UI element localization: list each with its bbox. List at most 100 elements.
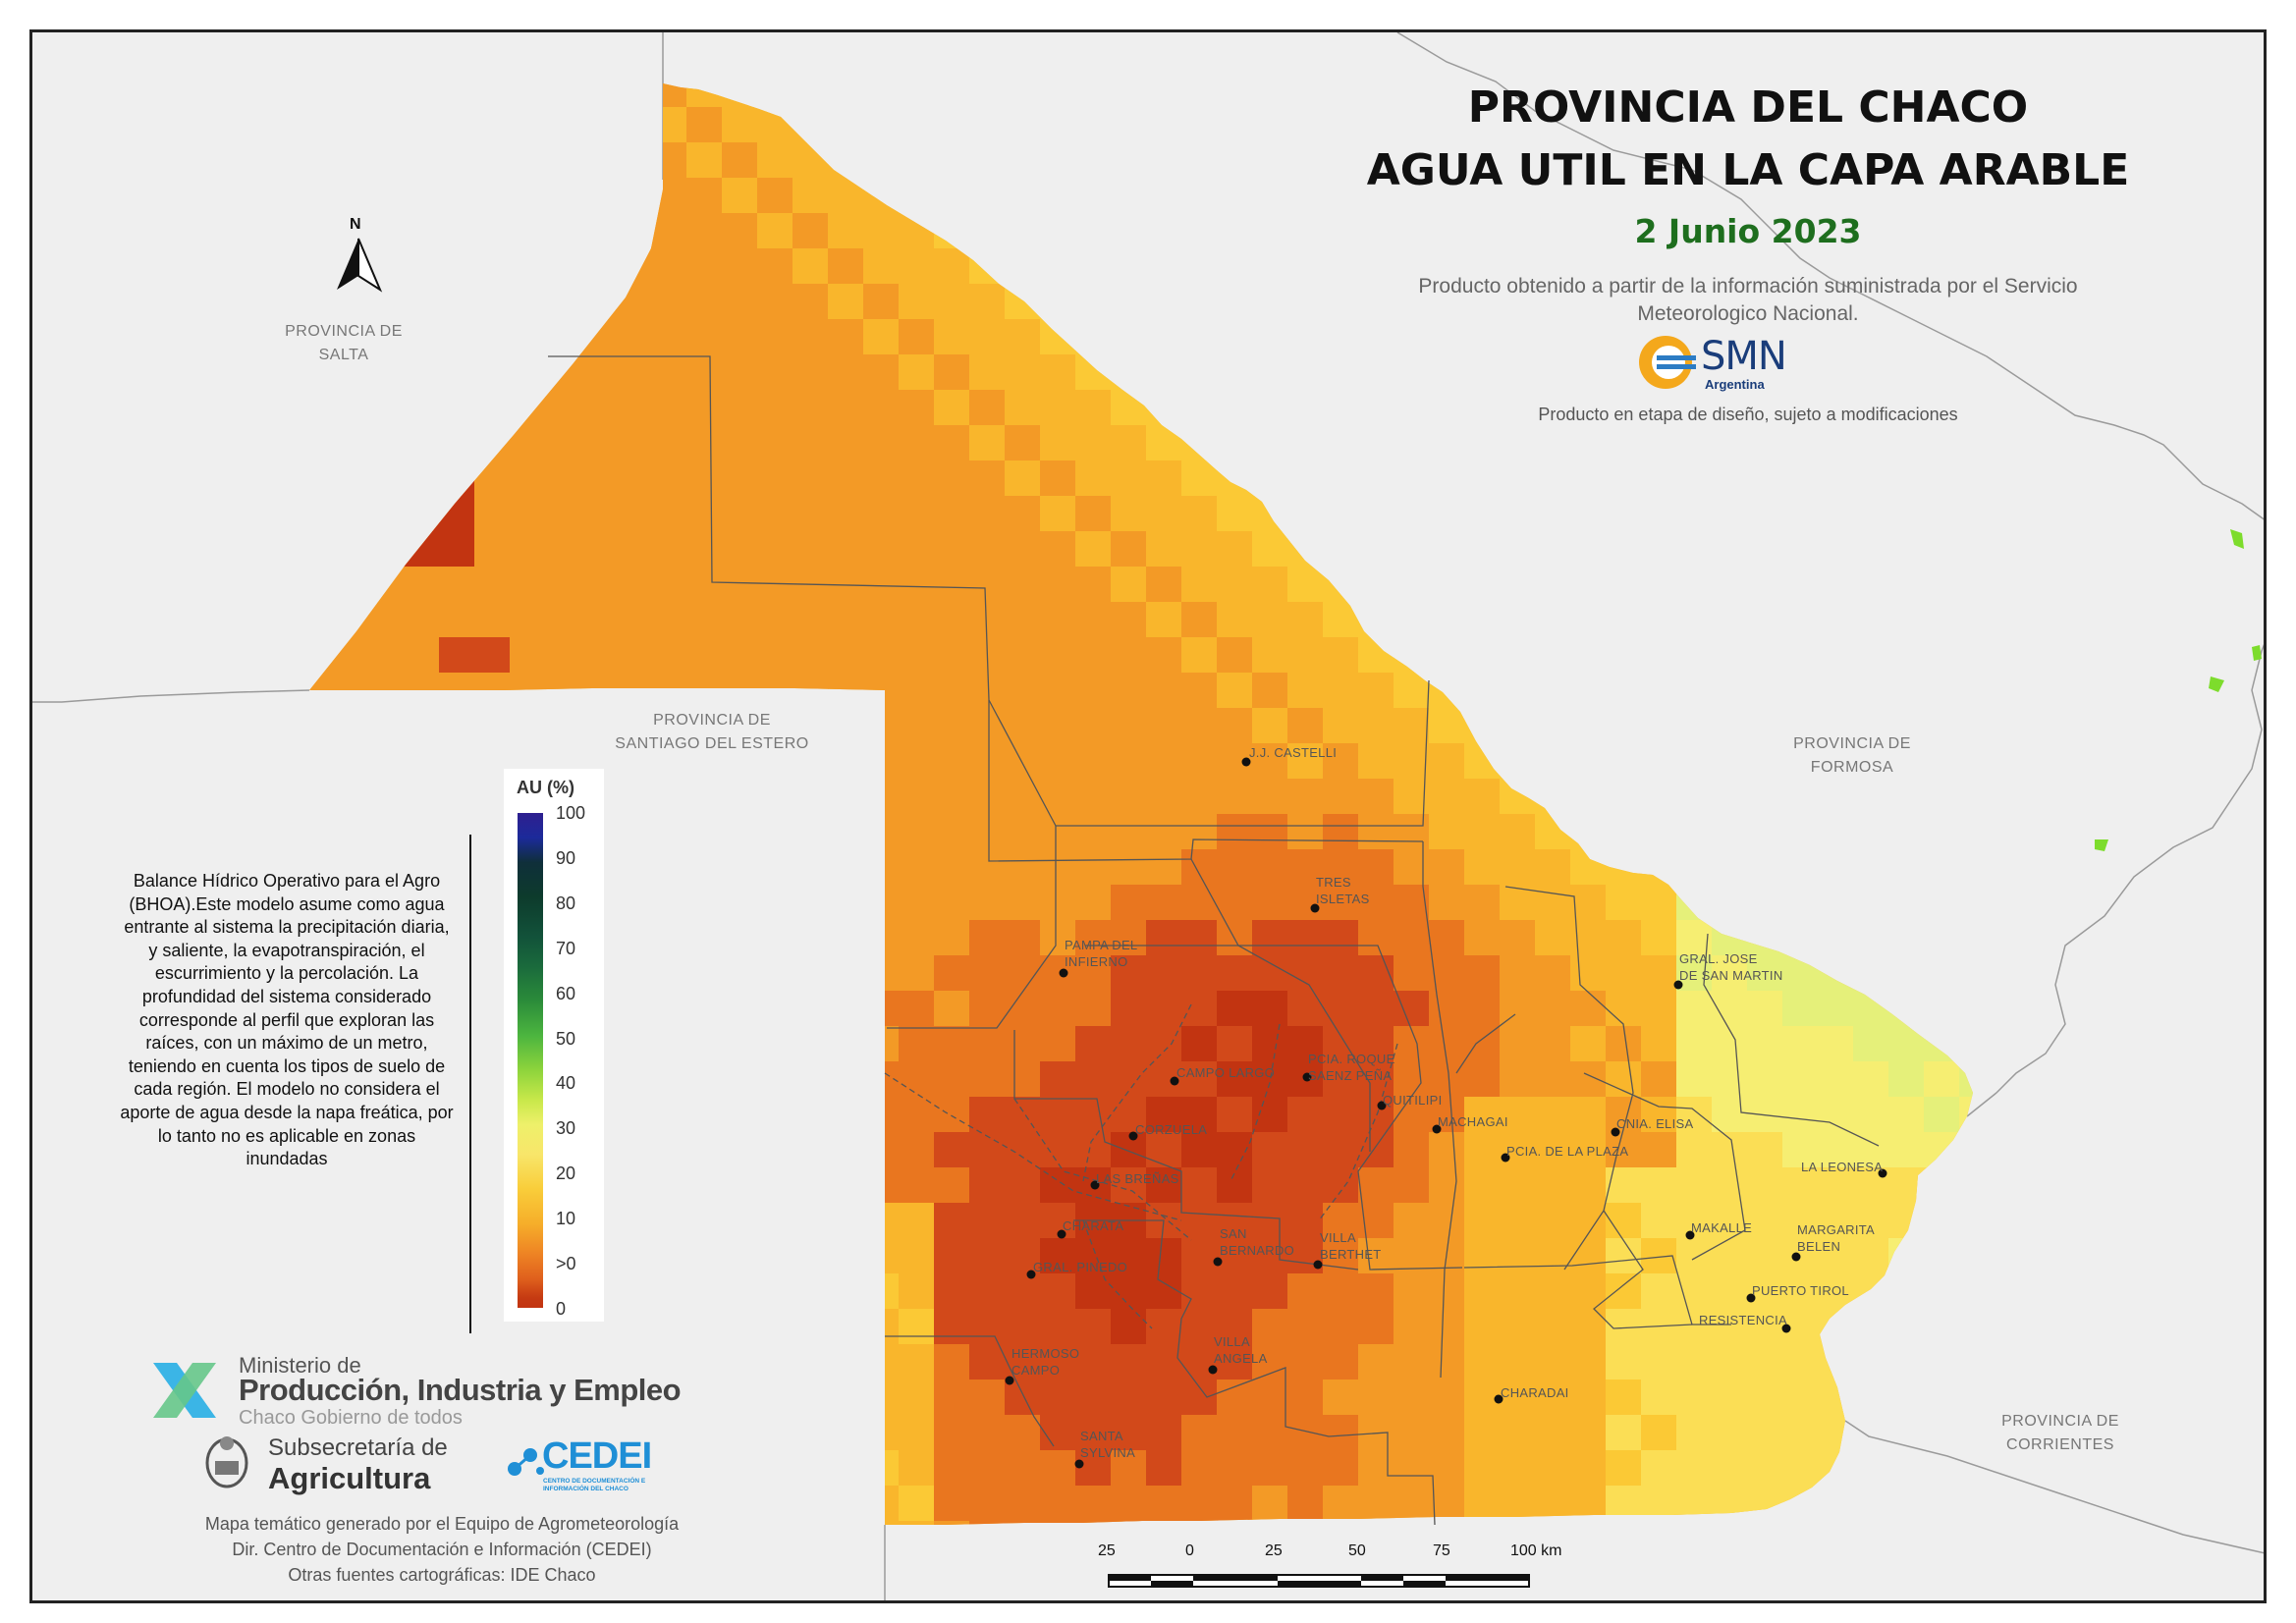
city-label-line: GRAL. PINEDO <box>1033 1260 1128 1274</box>
smn-logo-icon <box>1639 336 1696 389</box>
subsecretaria-line2: Agricultura <box>268 1461 431 1495</box>
label-provincia-salta-line1: PROVINCIA DE <box>285 323 403 340</box>
city-label-j-j-castelli: J.J. CASTELLI <box>1249 744 1337 761</box>
city-label-line: DE SAN MARTIN <box>1679 968 1783 983</box>
model-description: Balance Hídrico Operativo para el Agro (… <box>120 871 454 1169</box>
city-label-line: MARGARITA <box>1797 1222 1876 1237</box>
river-wetland-patches <box>2095 529 2262 851</box>
city-label-line: CAMPO LARGO <box>1176 1065 1276 1080</box>
city-label-line: GRAL. JOSE <box>1679 951 1758 966</box>
city-label-line: SAN <box>1220 1226 1247 1241</box>
city-dot-la-leonesa <box>1878 1168 1887 1178</box>
city-dot-pampa-del-infierno <box>1059 968 1068 978</box>
credit-line-2: Dir. Centro de Documentación e Informaci… <box>232 1540 652 1559</box>
city-dot-santa-sylvina <box>1074 1459 1084 1469</box>
legend-label: 30 <box>556 1118 576 1139</box>
city-dot-villa-angela <box>1208 1365 1218 1375</box>
legend-label: 20 <box>556 1163 576 1184</box>
city-label-puerto-tirol: PUERTO TIROL <box>1752 1282 1849 1299</box>
label-provincia-corrientes-line2: CORRIENTES <box>2006 1436 2114 1453</box>
city-dot-campo-largo <box>1170 1076 1179 1086</box>
city-dot-gral-jose-de-san-martin <box>1673 980 1683 990</box>
subdivision-boundaries <box>884 1003 1398 1329</box>
city-dot-pcia-roque-saenz-pe-a <box>1302 1072 1312 1082</box>
city-label-gral-pinedo: GRAL. PINEDO <box>1033 1259 1127 1275</box>
city-dot-hermoso-campo <box>1005 1376 1014 1385</box>
legend-label: 90 <box>556 847 576 868</box>
city-points <box>1005 757 1887 1469</box>
city-label-pcia-de-la-plaza: PCIA. DE LA PLAZA <box>1506 1143 1628 1160</box>
map-date: 2 Junio 2023 <box>1634 212 1862 250</box>
city-label-machagai: MACHAGAI <box>1438 1113 1508 1130</box>
city-dot-margarita-belen <box>1791 1252 1801 1262</box>
city-label-quitilipi: QUITILIPI <box>1383 1092 1443 1109</box>
smn-logo-text: SMN <box>1701 334 1787 379</box>
city-dot-corzuela <box>1128 1131 1138 1141</box>
department-boundaries <box>548 355 1880 1526</box>
city-label-line: MACHAGAI <box>1438 1114 1508 1129</box>
city-label-charata: CHARATA <box>1063 1217 1123 1234</box>
smn-logo-subtext: Argentina <box>1705 377 1765 392</box>
credit-line-1: Mapa temático generado por el Equipo de … <box>204 1514 680 1534</box>
city-dot-charata <box>1057 1229 1066 1239</box>
city-label-line: PAMPA DEL <box>1065 938 1138 952</box>
city-label-villa-berthet: VILLA BERTHET <box>1320 1229 1382 1263</box>
city-label-line: TRES <box>1316 875 1351 890</box>
label-provincia-formosa: PROVINCIA DE FORMOSA <box>1754 732 1950 780</box>
city-label-line: CNIA. ELISA <box>1616 1116 1694 1131</box>
city-label-line: LAS BREÑAS <box>1096 1171 1179 1186</box>
scale-label-25: 25 <box>1265 1542 1283 1559</box>
legend-label: 0 <box>556 1298 567 1319</box>
city-label-resistencia: RESISTENCIA <box>1699 1312 1787 1328</box>
legend-label: 70 <box>556 938 576 958</box>
legend-color-bar <box>518 813 543 1308</box>
city-label-line: SANTA <box>1080 1429 1123 1443</box>
city-label-line: CORZUELA <box>1135 1122 1208 1137</box>
city-label-line: PCIA. ROQUE <box>1308 1052 1395 1066</box>
city-label-campo-largo: CAMPO LARGO <box>1176 1064 1275 1081</box>
city-dot-gral-pinedo <box>1026 1270 1036 1279</box>
scale-label-25-left: 25 <box>1098 1542 1116 1559</box>
city-label-corzuela: CORZUELA <box>1135 1121 1207 1138</box>
cedei-logo-text: CEDEI <box>542 1435 652 1477</box>
city-dot-san-bernardo <box>1213 1257 1223 1267</box>
map-frame <box>29 29 2267 1603</box>
city-label-tres-isletas: TRES ISLETAS <box>1316 874 1370 907</box>
legend-label: 50 <box>556 1028 576 1049</box>
divider-line <box>469 835 471 1333</box>
label-provincia-santiago-line1: PROVINCIA DE <box>653 712 771 729</box>
city-dot-charadai <box>1494 1394 1503 1404</box>
city-label-line: SYLVINA <box>1080 1445 1136 1460</box>
city-label-line: BELEN <box>1797 1239 1841 1254</box>
city-label-cnia-elisa: CNIA. ELISA <box>1616 1115 1693 1132</box>
city-label-line: MAKALLE <box>1691 1220 1753 1235</box>
legend-label: 40 <box>556 1073 576 1094</box>
city-dot-makalle <box>1685 1230 1695 1240</box>
source-text-line2: Meteorologico Nacional. <box>1637 302 1859 325</box>
cedei-logo-icon <box>508 1448 544 1476</box>
city-dot-pcia-de-la-plaza <box>1501 1153 1510 1163</box>
scale-label-75: 75 <box>1433 1542 1450 1559</box>
city-label-line: BERTHET <box>1320 1247 1382 1262</box>
city-dot-tres-isletas <box>1310 903 1320 913</box>
source-text-line1: Producto obtenido a partir de la informa… <box>1418 275 2078 298</box>
city-label-line: SAENZ PEÑA <box>1308 1068 1393 1083</box>
legend-label: 10 <box>556 1209 576 1229</box>
coat-of-arms-icon <box>205 1436 248 1488</box>
city-dot-j-j-castelli <box>1241 757 1251 767</box>
north-arrow-icon <box>337 238 383 293</box>
label-provincia-formosa-line1: PROVINCIA DE <box>1793 735 1911 752</box>
north-label: N <box>350 216 361 233</box>
city-label-hermoso-campo: HERMOSO CAMPO <box>1011 1345 1079 1379</box>
map-subtitle: AGUA UTIL EN LA CAPA ARABLE <box>1366 145 2130 195</box>
city-dot-las-bre-as <box>1090 1180 1100 1190</box>
city-label-line: VILLA <box>1320 1230 1356 1245</box>
label-provincia-formosa-line2: FORMOSA <box>1810 759 1894 776</box>
city-label-la-leonesa: LA LEONESA <box>1801 1159 1883 1175</box>
city-label-line: HERMOSO <box>1011 1346 1080 1361</box>
city-dot-machagai <box>1432 1124 1442 1134</box>
scale-label-100km: 100 km <box>1510 1542 1562 1559</box>
scale-label-0: 0 <box>1185 1542 1194 1559</box>
label-provincia-santiago-line2: SANTIAGO DEL ESTERO <box>615 735 809 752</box>
label-provincia-salta: PROVINCIA DE SALTA <box>246 320 442 367</box>
